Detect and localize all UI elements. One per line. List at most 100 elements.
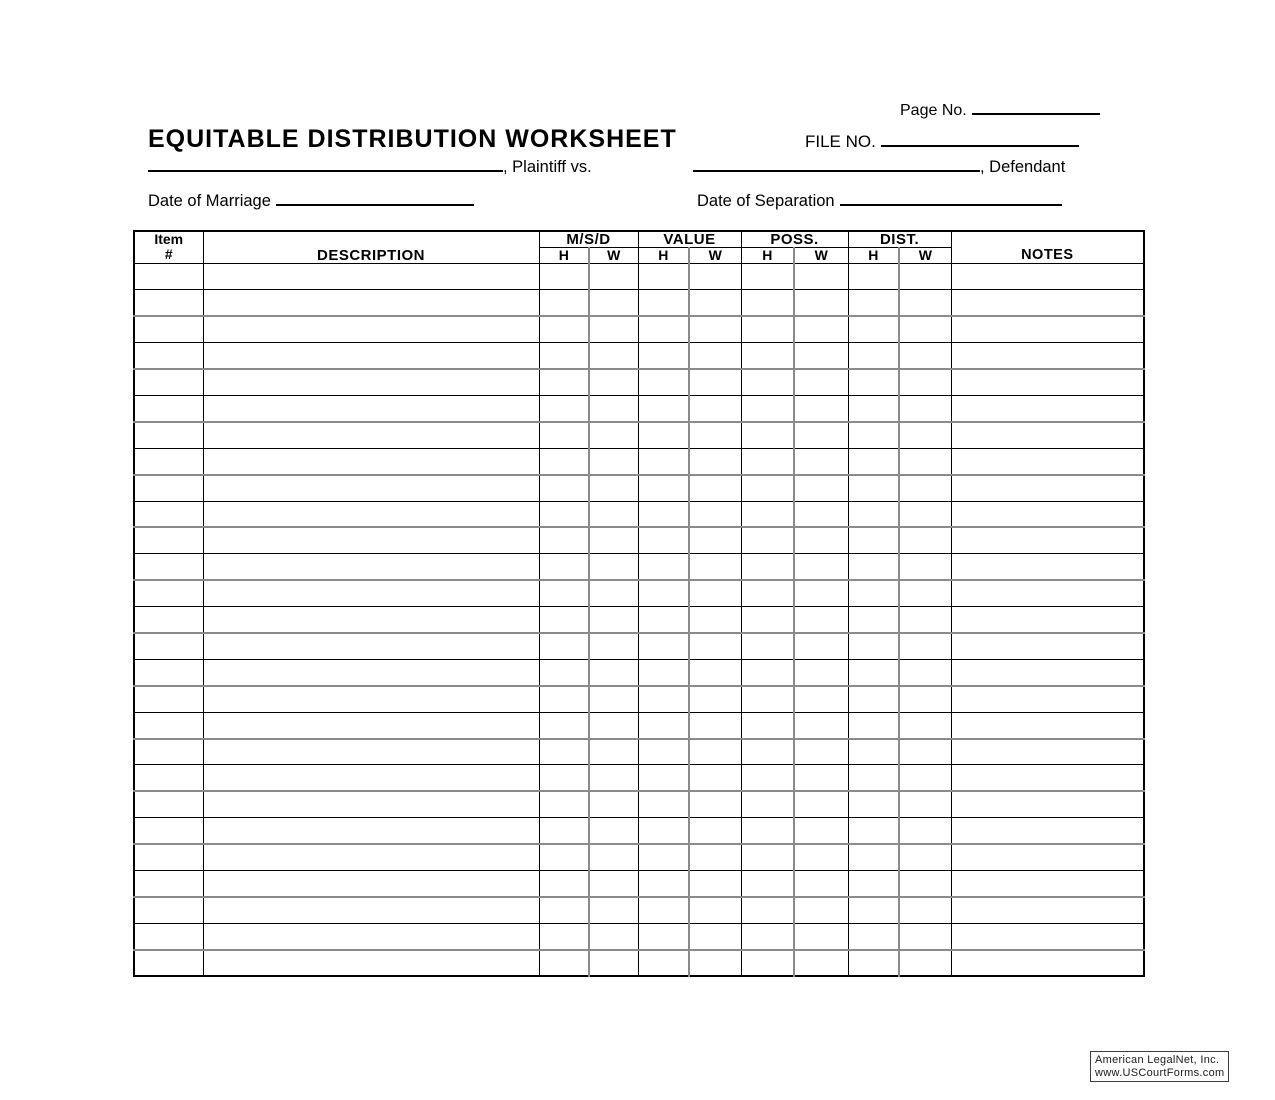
cell-item-number — [133, 738, 204, 766]
cell-msd-h — [538, 949, 590, 977]
cell-dist-h — [847, 949, 900, 977]
cell-value-h — [637, 869, 690, 898]
cell-item-number — [133, 289, 204, 318]
cell-poss-h — [740, 790, 795, 819]
cell-dist-w — [898, 579, 952, 608]
table-row — [133, 896, 1145, 924]
col-subheader-poss-h: H — [740, 247, 795, 264]
cell-value-h — [637, 553, 690, 582]
cell-poss-h — [740, 553, 795, 582]
cell-item-number — [133, 711, 204, 740]
cell-dist-h — [847, 658, 900, 687]
cell-dist-h — [847, 342, 900, 371]
table-row — [133, 500, 1145, 529]
cell-value-w — [688, 632, 742, 660]
cell-dist-h — [847, 553, 900, 582]
cell-dist-h — [847, 579, 900, 608]
cell-msd-h — [538, 606, 590, 634]
cell-value-h — [637, 289, 690, 318]
vendor-name: American LegalNet, Inc. — [1095, 1054, 1220, 1066]
file-no-label: FILE NO. — [805, 132, 876, 151]
cell-msd-h — [538, 368, 590, 396]
file-no-blank-line — [880, 133, 1079, 147]
cell-dist-h — [847, 685, 900, 713]
cell-msd-w — [587, 869, 639, 898]
cell-dist-w — [898, 817, 952, 846]
cell-description — [202, 289, 540, 318]
cell-msd-h — [538, 474, 590, 502]
cell-poss-w — [793, 632, 849, 660]
cell-item-number — [133, 658, 204, 687]
cell-notes — [950, 817, 1145, 846]
cell-msd-h — [538, 658, 590, 687]
cell-value-w — [688, 394, 742, 423]
cell-notes — [950, 342, 1145, 371]
cell-value-h — [637, 421, 690, 449]
table-row — [133, 790, 1145, 819]
cell-poss-w — [793, 790, 849, 819]
cell-item-number — [133, 421, 204, 449]
cell-msd-w — [587, 421, 639, 449]
cell-value-h — [637, 262, 690, 291]
cell-notes — [950, 711, 1145, 740]
cell-msd-h — [538, 394, 590, 423]
table-row — [133, 394, 1145, 423]
cell-poss-h — [740, 685, 795, 713]
cell-poss-h — [740, 262, 795, 291]
cell-item-number — [133, 447, 204, 476]
date-of-separation-blank-line — [839, 192, 1062, 206]
cell-item-number — [133, 869, 204, 898]
cell-item-number — [133, 579, 204, 608]
cell-msd-h — [538, 500, 590, 529]
table-row — [133, 658, 1145, 687]
cell-dist-h — [847, 711, 900, 740]
cell-poss-h — [740, 843, 795, 871]
col-header-item-symbol: # — [164, 246, 173, 262]
cell-description — [202, 738, 540, 766]
cell-value-h — [637, 632, 690, 660]
cell-value-h — [637, 790, 690, 819]
table-row — [133, 474, 1145, 502]
cell-msd-w — [587, 790, 639, 819]
cell-description — [202, 447, 540, 476]
cell-dist-w — [898, 315, 952, 344]
cell-dist-h — [847, 421, 900, 449]
cell-item-number — [133, 817, 204, 846]
cell-description — [202, 896, 540, 924]
cell-poss-w — [793, 289, 849, 318]
cell-msd-w — [587, 896, 639, 924]
cell-dist-h — [847, 817, 900, 846]
cell-notes — [950, 685, 1145, 713]
cell-msd-w — [587, 447, 639, 476]
cell-value-w — [688, 262, 742, 291]
cell-item-number — [133, 315, 204, 344]
col-subheader-dist-h: H — [847, 247, 900, 264]
cell-value-w — [688, 474, 742, 502]
table-row — [133, 262, 1145, 291]
cell-poss-h — [740, 738, 795, 766]
cell-value-w — [688, 869, 742, 898]
cell-poss-w — [793, 817, 849, 846]
cell-dist-h — [847, 790, 900, 819]
cell-value-w — [688, 711, 742, 740]
cell-item-number — [133, 262, 204, 291]
cell-dist-w — [898, 421, 952, 449]
cell-item-number — [133, 526, 204, 555]
cell-msd-w — [587, 579, 639, 608]
col-subheader-poss-w: W — [793, 247, 849, 264]
table-row — [133, 632, 1145, 660]
cell-poss-w — [793, 394, 849, 423]
cell-dist-w — [898, 526, 952, 555]
cell-value-h — [637, 949, 690, 977]
cell-dist-w — [898, 342, 952, 371]
cell-msd-h — [538, 289, 590, 318]
page-no-blank-line — [971, 101, 1100, 115]
table-row — [133, 685, 1145, 713]
cell-poss-w — [793, 685, 849, 713]
col-header-value: VALUE — [637, 230, 742, 248]
cell-dist-h — [847, 447, 900, 476]
defendant-line: , Defendant — [693, 158, 1065, 177]
cell-dist-w — [898, 738, 952, 766]
cell-value-h — [637, 526, 690, 555]
cell-dist-h — [847, 474, 900, 502]
